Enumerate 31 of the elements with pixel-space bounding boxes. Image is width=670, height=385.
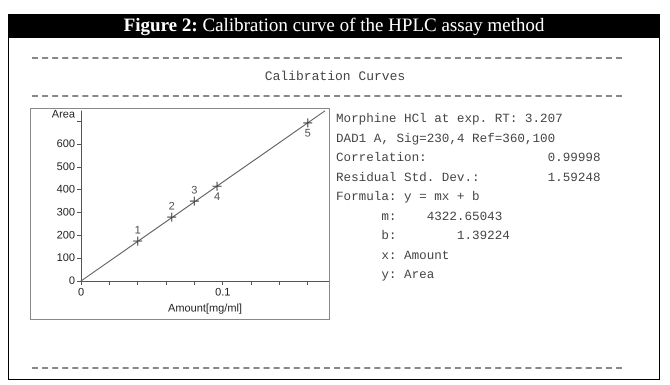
annotation: 4 [214, 190, 220, 203]
point [189, 196, 200, 206]
y-tick-label: 600 [56, 138, 75, 150]
y-tick-label: 100 [56, 252, 75, 264]
text: Formula: y = mx + b [336, 189, 481, 206]
annotation: 5 [304, 127, 311, 140]
point [132, 236, 143, 246]
text: x: Amount [380, 248, 450, 264]
point [302, 118, 313, 128]
x-tick-label: 0.1 [215, 286, 230, 298]
y-axis-title: Area [52, 108, 76, 120]
y-tick-label: 0 [68, 275, 75, 287]
text: b: 1.39224 [380, 228, 511, 245]
annotation: 3 [191, 184, 198, 197]
text: m: 4322.65043 [380, 208, 504, 226]
y-tick-label: 400 [56, 184, 75, 196]
text: Residual Std. Dev.: 1.59248 [336, 170, 601, 186]
chart-title: Figure 2: Calibration curve of the HPLC assay method [8, 14, 660, 38]
point [166, 212, 177, 222]
point [212, 181, 222, 192]
annotation: 1 [134, 224, 141, 237]
text: Morphine HCl at exp. RT: 3.207 [336, 111, 564, 128]
text: y: Area [380, 267, 436, 284]
text: Correlation: 0.99998 [336, 150, 601, 167]
y-tick-label: 300 [56, 206, 75, 219]
y-tick-label: 500 [56, 160, 75, 173]
text: DAD1 A, Sig=230,4 Ref=360,100 [336, 130, 556, 148]
x-axis-title: Amount[mg/ml] [168, 302, 242, 314]
y-tick-label: 200 [56, 229, 75, 242]
chart-subtitle: Calibration Curves [264, 69, 406, 84]
annotation: 2 [168, 200, 175, 213]
